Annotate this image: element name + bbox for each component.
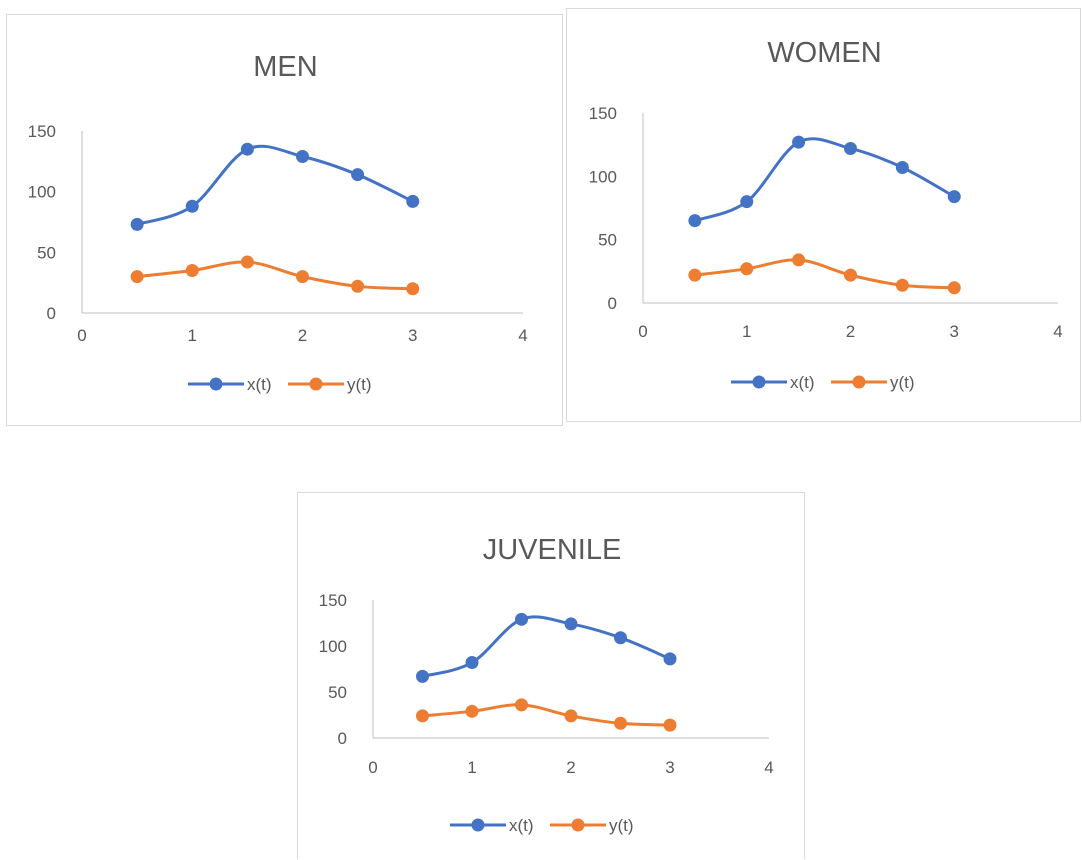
y-tick-label: 150 bbox=[319, 591, 347, 610]
data-point-x bbox=[740, 195, 754, 209]
data-point-y bbox=[947, 281, 961, 295]
legend-label: y(t) bbox=[890, 373, 915, 392]
legend-label: x(t) bbox=[247, 375, 272, 394]
y-tick-label: 100 bbox=[589, 167, 617, 186]
data-point-x bbox=[947, 190, 961, 204]
data-point-y bbox=[515, 698, 528, 712]
y-tick-label: 50 bbox=[598, 231, 617, 250]
data-point-x bbox=[614, 631, 627, 645]
data-point-y bbox=[614, 716, 627, 730]
x-tick-label: 3 bbox=[408, 326, 417, 345]
data-point-y bbox=[240, 255, 254, 269]
data-point-x bbox=[465, 656, 479, 670]
y-tick-label: 100 bbox=[28, 183, 56, 202]
data-point-y bbox=[792, 253, 806, 267]
y-tick-label: 50 bbox=[37, 243, 56, 262]
data-point-x bbox=[416, 669, 429, 683]
data-point-x bbox=[130, 217, 144, 231]
series-line-x bbox=[136, 144, 414, 226]
data-point-x bbox=[844, 141, 857, 155]
data-point-y bbox=[351, 279, 365, 293]
x-tick-label: 3 bbox=[950, 322, 959, 341]
data-point-x bbox=[663, 652, 677, 666]
y-tick-label: 0 bbox=[338, 729, 347, 748]
chart-title: MEN bbox=[253, 51, 317, 83]
y-tick-label: 0 bbox=[608, 294, 617, 313]
legend-marker bbox=[309, 377, 323, 391]
chart-women: WOMEN 0 50 100 150 0 1 2 3 4 x(t) y(t) bbox=[589, 37, 1063, 392]
data-point-y bbox=[895, 278, 909, 292]
legend-marker bbox=[752, 375, 766, 389]
legend-label: y(t) bbox=[609, 816, 634, 835]
data-point-x bbox=[351, 168, 365, 182]
y-tick-label: 50 bbox=[328, 683, 347, 702]
series-line-x bbox=[422, 615, 671, 678]
data-point-y bbox=[688, 268, 702, 282]
chart-panel-men: MEN 0 50 100 150 0 1 2 3 4 x(t) y(t) bbox=[6, 14, 563, 426]
chart-juvenile: JUVENILE 0 50 100 150 0 1 2 3 4 x(t) y(t) bbox=[319, 534, 774, 835]
x-tick-label: 4 bbox=[1053, 322, 1062, 341]
series-line-y bbox=[136, 260, 413, 291]
x-tick-label: 2 bbox=[846, 322, 855, 341]
data-point-x bbox=[895, 160, 909, 174]
legend-label: y(t) bbox=[347, 375, 372, 394]
series-line-y bbox=[422, 703, 671, 727]
x-tick-label: 0 bbox=[368, 758, 377, 777]
y-tick-label: 100 bbox=[319, 637, 347, 656]
data-point-y bbox=[296, 270, 309, 284]
data-point-y bbox=[564, 709, 578, 723]
chart-title: WOMEN bbox=[767, 37, 881, 69]
data-point-x bbox=[564, 617, 578, 631]
x-tick-label: 3 bbox=[665, 758, 674, 777]
data-point-x bbox=[185, 199, 199, 213]
series-line-x bbox=[694, 137, 955, 223]
x-tick-label: 1 bbox=[467, 758, 476, 777]
x-tick-label: 4 bbox=[518, 326, 527, 345]
y-tick-label: 0 bbox=[47, 304, 56, 323]
x-tick-label: 4 bbox=[764, 758, 773, 777]
data-point-y bbox=[130, 270, 144, 284]
data-point-x bbox=[296, 149, 309, 163]
chart-panel-juvenile: JUVENILE 0 50 100 150 0 1 2 3 4 x(t) y(t) bbox=[297, 492, 805, 859]
chart-men: MEN 0 50 100 150 0 1 2 3 4 x(t) y(t) bbox=[28, 51, 528, 394]
data-point-x bbox=[240, 142, 254, 156]
data-point-x bbox=[792, 135, 806, 149]
x-tick-label: 0 bbox=[638, 322, 647, 341]
legend-label: x(t) bbox=[790, 373, 815, 392]
chart-title: JUVENILE bbox=[483, 534, 622, 566]
data-point-y bbox=[740, 262, 754, 276]
data-point-x bbox=[406, 194, 420, 208]
data-point-y bbox=[406, 282, 420, 296]
x-tick-label: 1 bbox=[742, 322, 751, 341]
x-tick-label: 0 bbox=[77, 326, 86, 345]
data-point-x bbox=[688, 214, 702, 228]
y-tick-label: 150 bbox=[589, 104, 617, 123]
legend-marker bbox=[852, 375, 866, 389]
legend-marker bbox=[471, 818, 485, 832]
legend-marker bbox=[209, 377, 223, 391]
series-line-y bbox=[694, 258, 955, 290]
data-point-y bbox=[663, 718, 677, 732]
y-tick-label: 150 bbox=[28, 122, 56, 141]
chart-panel-women: WOMEN 0 50 100 150 0 1 2 3 4 x(t) y(t) bbox=[566, 8, 1081, 422]
data-point-y bbox=[465, 704, 479, 718]
legend-label: x(t) bbox=[509, 816, 534, 835]
x-tick-label: 1 bbox=[188, 326, 197, 345]
x-tick-label: 2 bbox=[566, 758, 575, 777]
x-tick-label: 2 bbox=[298, 326, 307, 345]
data-point-y bbox=[185, 264, 199, 278]
data-point-y bbox=[416, 709, 429, 723]
legend-marker bbox=[571, 818, 585, 832]
data-point-x bbox=[515, 612, 528, 626]
data-point-y bbox=[844, 268, 857, 282]
